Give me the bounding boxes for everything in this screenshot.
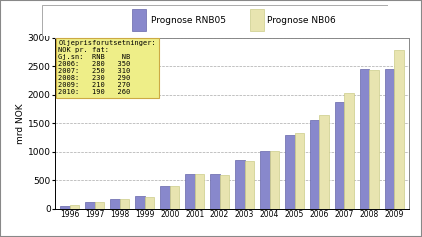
Text: Oljeprisforutsetninger:
NOK pr. fat:
Gj.sn:  RNB    NB
2006:   280   350
2007:  : Oljeprisforutsetninger: NOK pr. fat: Gj.… [58, 41, 156, 96]
Bar [235, 160, 245, 209]
Bar [195, 174, 204, 209]
Bar [250, 9, 264, 31]
Bar [319, 115, 329, 209]
Bar [135, 196, 145, 209]
Bar [285, 135, 295, 209]
FancyBboxPatch shape [42, 5, 388, 36]
Y-axis label: mrd NOK: mrd NOK [16, 103, 25, 144]
Bar [369, 70, 379, 209]
Bar [170, 186, 179, 209]
Bar [295, 133, 304, 209]
Bar [219, 175, 229, 209]
Bar [85, 202, 95, 209]
Bar [60, 206, 70, 209]
Bar [245, 161, 254, 209]
Bar [132, 9, 146, 31]
Bar [260, 151, 270, 209]
Bar [385, 69, 395, 209]
Bar [344, 93, 354, 209]
Bar [310, 120, 319, 209]
Text: Prognose NB06: Prognose NB06 [267, 16, 336, 25]
Text: Prognose RNB05: Prognose RNB05 [151, 16, 226, 25]
Bar [110, 199, 120, 209]
Bar [120, 199, 129, 209]
Bar [395, 50, 404, 209]
Bar [145, 197, 154, 209]
Bar [270, 151, 279, 209]
Bar [360, 69, 369, 209]
Bar [210, 174, 219, 209]
Bar [185, 174, 195, 209]
Bar [160, 186, 170, 209]
Bar [70, 205, 79, 209]
Bar [335, 102, 344, 209]
Bar [95, 202, 104, 209]
